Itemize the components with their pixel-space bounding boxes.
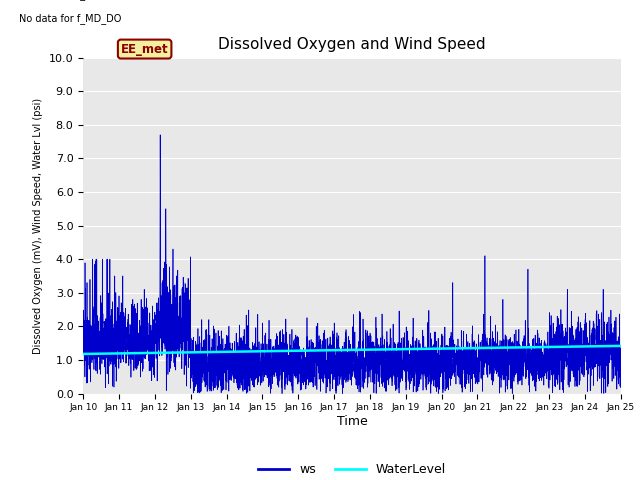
Y-axis label: Dissolved Oxygen (mV), Wind Speed, Water Lvl (psi): Dissolved Oxygen (mV), Wind Speed, Water… bbox=[33, 97, 44, 354]
Title: Dissolved Oxygen and Wind Speed: Dissolved Oxygen and Wind Speed bbox=[218, 37, 486, 52]
Text: EE_met: EE_met bbox=[121, 43, 168, 56]
Text: No data for f_MD_DO: No data for f_MD_DO bbox=[19, 12, 121, 24]
Legend: ws, WaterLevel: ws, WaterLevel bbox=[253, 458, 451, 480]
X-axis label: Time: Time bbox=[337, 415, 367, 428]
